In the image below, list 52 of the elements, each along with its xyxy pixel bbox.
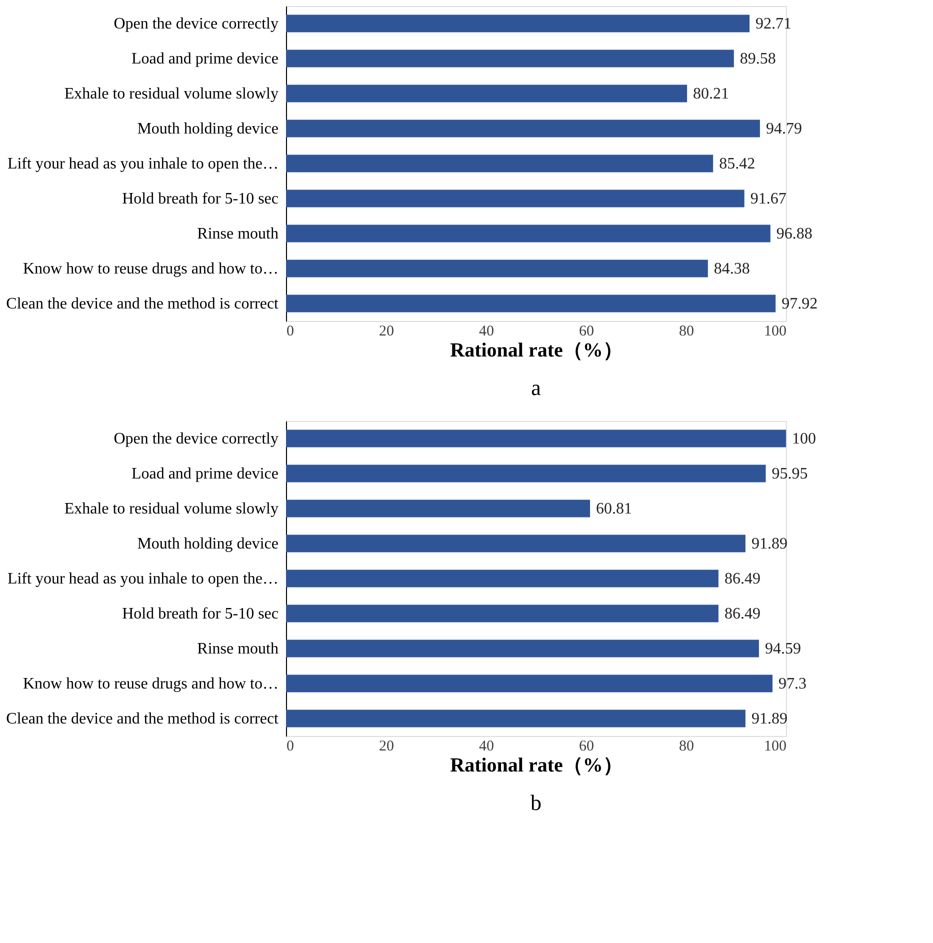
y-tick-label: Hold breath for 5-10 sec: [122, 606, 278, 622]
data-label: 96.88: [776, 226, 812, 242]
data-label: 91.67: [750, 190, 786, 208]
x-tick-label: 100: [764, 738, 786, 754]
data-label: 97.92: [782, 296, 818, 312]
x-tick-label: 40: [479, 324, 494, 340]
y-tick-label: Mouth holding device: [137, 536, 278, 552]
y-tick-label: Clean the device and the method is correct: [6, 296, 280, 312]
data-label: 86.49: [724, 606, 760, 622]
x-axis-title: Rational rate（%）: [450, 754, 623, 776]
data-label: 80.21: [693, 86, 730, 102]
y-tick-label: Open the device correctly: [114, 16, 278, 32]
data-label: 91.89: [751, 536, 788, 552]
y-tick-label: Exhale to residual volume slowly: [64, 500, 278, 518]
data-label: 91.89: [751, 710, 788, 728]
y-tick-label: Rinse mouth: [197, 226, 278, 242]
x-tick-label: 20: [379, 324, 394, 340]
data-label: 85.42: [719, 156, 756, 172]
data-label: 92.71: [756, 16, 792, 32]
y-tick-label: Rinse mouth: [197, 640, 278, 658]
y-tick-label: Open the device correctly: [114, 430, 278, 448]
data-label: 95.95: [772, 466, 808, 482]
x-tick-label: 0: [286, 324, 294, 340]
y-tick-label: Load and prime device: [131, 466, 278, 482]
x-tick-label: 60: [579, 738, 594, 754]
x-tick-label: 20: [379, 738, 394, 754]
x-tick-label: 0: [286, 738, 294, 754]
x-tick-label: 100: [764, 324, 786, 340]
y-tick-label: Clean the device and the method is correct: [6, 710, 280, 728]
x-tick-label: 80: [679, 324, 694, 340]
data-label: 94.79: [766, 120, 802, 138]
data-label: 60.81: [596, 500, 632, 518]
x-tick-label: 80: [679, 738, 694, 754]
y-tick-label: Know how to reuse drugs and how to…: [22, 260, 278, 278]
y-tick-label: Lift your head as you inhale to open the…: [7, 570, 278, 588]
x-tick-label: 60: [579, 324, 594, 340]
y-tick-label: Hold breath for 5-10 sec: [122, 190, 278, 208]
y-tick-label: Mouth holding device: [137, 120, 278, 138]
y-tick-label: Exhale to residual volume slowly: [64, 86, 278, 102]
y-tick-label: Know how to reuse drugs and how to…: [22, 676, 278, 692]
data-label: 94.59: [764, 640, 801, 658]
data-label: 97.3: [778, 676, 806, 692]
text: a: [531, 375, 542, 400]
y-tick-label: Lift your head as you inhale to open the…: [7, 156, 278, 172]
text: b: [530, 790, 542, 815]
x-axis-title: Rational rate（%）: [450, 340, 623, 362]
data-label: 84.38: [714, 260, 750, 278]
data-label: 89.58: [740, 50, 776, 68]
data-label: 86.49: [724, 570, 760, 588]
data-label: 100: [792, 430, 816, 448]
x-tick-label: 40: [479, 738, 494, 754]
y-tick-label: Load and prime device: [131, 50, 278, 68]
